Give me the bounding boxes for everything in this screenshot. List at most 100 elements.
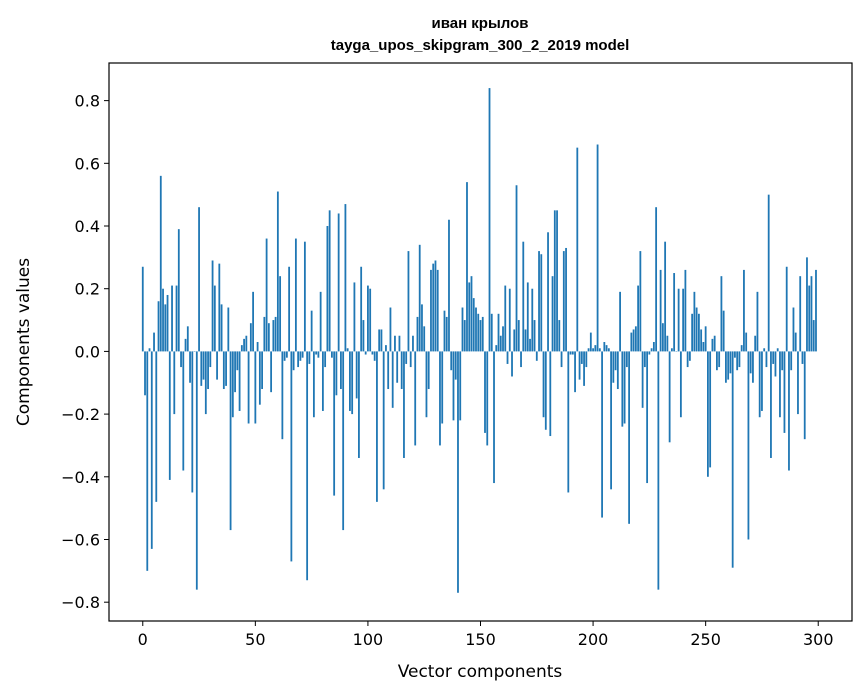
bar [256,342,259,352]
bar [691,313,694,352]
x-tick-label: 300 [803,630,834,649]
bar [412,335,414,352]
bar [274,316,277,352]
bar [707,351,709,477]
bar [376,351,378,502]
x-tick-label: 200 [578,630,609,649]
x-tick-label: 250 [690,630,721,649]
bar [141,266,144,352]
bar [261,351,263,390]
bar [448,219,450,352]
bar [164,304,167,352]
bar [364,351,367,355]
bar [664,241,667,352]
bar [263,316,266,352]
bar [713,335,716,352]
bar [398,335,401,352]
bar [682,288,685,352]
bar [522,241,525,352]
bar [369,288,372,352]
bar [317,351,320,358]
bar [454,351,457,380]
bar [495,345,498,352]
bar [182,351,185,471]
bar [578,351,581,380]
bar [324,351,327,368]
bar [781,351,784,371]
bar [202,351,205,380]
bar [166,294,169,352]
bar [245,335,248,352]
bar [168,351,171,480]
bar [668,351,671,443]
bar [659,269,662,352]
bar [693,291,696,352]
bar [639,251,642,352]
bar [698,313,700,352]
bar [607,348,610,352]
x-axis-label: Vector components [398,662,563,682]
chart-subtitle: tayga_upos_skipgram_300_2_2019 model [331,37,630,54]
bar [466,182,468,352]
bar [540,254,543,352]
bar [150,351,153,549]
bar [589,332,592,352]
bar [765,351,768,368]
y-axis: −0.8 −0.6 −0.4 −0.2 0.0 0.2 0.4 0.6 0.8 [61,92,109,612]
bar [506,351,509,364]
bar [360,266,363,352]
bar [646,351,649,484]
bar [254,351,257,424]
bar [605,345,608,352]
y-tick-label: 0.8 [75,92,100,111]
bar [700,329,703,352]
bar [344,204,347,352]
bar [216,351,218,380]
bars-group [141,88,817,593]
bar [504,285,507,352]
bar [189,351,191,383]
bar [177,229,180,352]
bar [547,232,549,352]
bar [211,260,214,352]
bar [450,351,453,371]
bar [477,313,480,352]
bar [679,351,682,418]
bar [380,329,383,352]
bar [227,307,230,352]
bar [580,351,583,364]
y-tick-label: 0.0 [75,342,100,361]
x-axis: 0 50 100 150 200 250 300 [138,621,834,649]
bar [367,285,369,352]
bar [799,276,802,352]
bar [272,320,275,352]
bar [292,351,295,371]
bar [551,276,554,352]
bar [353,282,356,352]
bar [191,351,194,493]
bar [358,351,360,458]
bar [544,351,547,430]
bar [407,251,410,352]
bar [184,338,187,352]
bar [432,263,435,352]
bar [162,288,164,352]
bar [231,351,234,418]
bar [686,351,689,368]
bar [403,351,405,458]
bar [351,351,354,415]
bar [443,310,446,352]
bar [416,316,419,352]
y-tick-label: −0.4 [61,468,100,487]
bar [441,351,444,424]
bar [308,351,311,364]
bar [276,191,279,352]
bar [718,351,721,368]
bar [704,326,707,352]
bar [808,285,811,352]
bar [806,257,808,352]
bar [583,351,585,386]
bar [430,269,432,352]
bar [754,335,757,352]
